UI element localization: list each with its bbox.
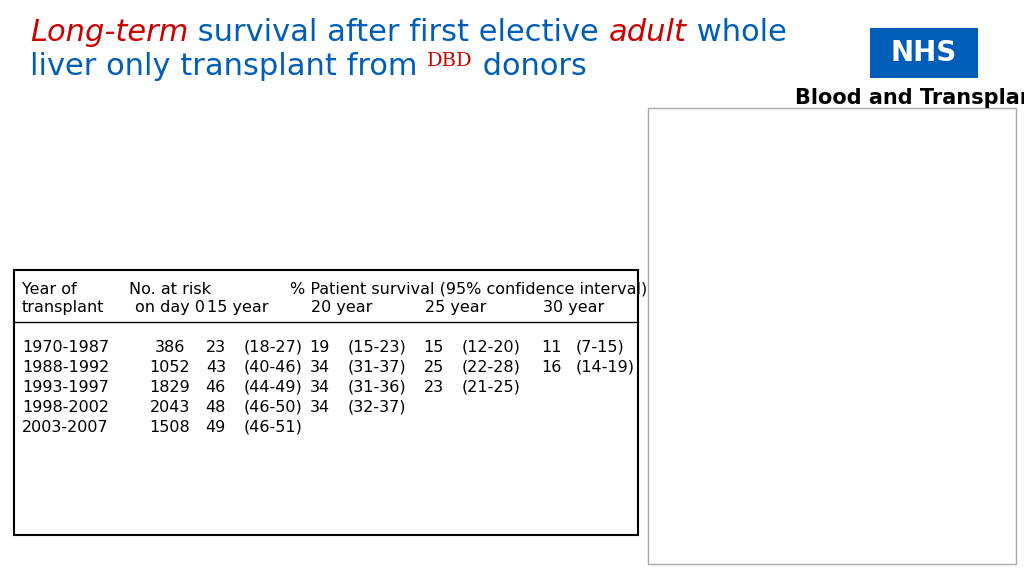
Text: (15-23): (15-23) (348, 340, 407, 355)
Text: (22-28): (22-28) (462, 360, 521, 375)
Text: (46-50): (46-50) (244, 400, 303, 415)
FancyBboxPatch shape (14, 270, 638, 535)
Text: 1508: 1508 (150, 420, 190, 435)
Text: liver only transplant from: liver only transplant from (30, 52, 427, 81)
Text: 34: 34 (310, 380, 330, 395)
Text: 15 year: 15 year (207, 300, 268, 315)
Text: (21-25): (21-25) (462, 380, 521, 395)
Text: 16: 16 (542, 360, 562, 375)
Text: (31-36): (31-36) (348, 380, 407, 395)
Text: 23: 23 (424, 380, 444, 395)
Text: 48: 48 (206, 400, 226, 415)
Text: (46-51): (46-51) (244, 420, 303, 435)
Text: (7-15): (7-15) (575, 340, 625, 355)
Text: 2003-2007: 2003-2007 (22, 420, 109, 435)
Text: 1993-1997: 1993-1997 (22, 380, 109, 395)
Text: (18-27): (18-27) (244, 340, 303, 355)
FancyBboxPatch shape (648, 108, 1016, 564)
Text: No. at risk: No. at risk (129, 282, 211, 297)
Text: 20 year: 20 year (311, 300, 373, 315)
Text: 25 year: 25 year (425, 300, 486, 315)
Text: 1988-1992: 1988-1992 (22, 360, 110, 375)
Text: 49: 49 (206, 420, 226, 435)
Text: Year of: Year of (22, 282, 77, 297)
Text: donors: donors (473, 52, 587, 81)
Text: 30 year: 30 year (544, 300, 604, 315)
Text: 1970-1987: 1970-1987 (22, 340, 110, 355)
Text: 19: 19 (309, 340, 330, 355)
Text: DBD: DBD (427, 52, 473, 70)
Text: (40-46): (40-46) (244, 360, 303, 375)
Text: 23: 23 (206, 340, 226, 355)
Text: 2043: 2043 (150, 400, 190, 415)
Text: 15: 15 (424, 340, 444, 355)
Text: 1829: 1829 (150, 380, 190, 395)
Text: 1052: 1052 (150, 360, 190, 375)
Text: 1998-2002: 1998-2002 (22, 400, 109, 415)
Text: (14-19): (14-19) (575, 360, 635, 375)
Text: Long-term: Long-term (30, 18, 188, 47)
Text: 46: 46 (206, 380, 226, 395)
Text: (44-49): (44-49) (244, 380, 303, 395)
Text: survival after first elective: survival after first elective (188, 18, 609, 47)
Text: 11: 11 (542, 340, 562, 355)
Text: transplant: transplant (22, 300, 104, 315)
FancyBboxPatch shape (870, 28, 978, 78)
Text: (31-37): (31-37) (348, 360, 407, 375)
Text: NHS: NHS (891, 39, 957, 67)
Text: 25: 25 (424, 360, 444, 375)
Text: Blood and Transplant: Blood and Transplant (796, 88, 1024, 108)
Text: 386: 386 (155, 340, 185, 355)
Text: (32-37): (32-37) (348, 400, 407, 415)
Text: adult: adult (609, 18, 687, 47)
Text: % Patient survival (95% confidence interval): % Patient survival (95% confidence inter… (290, 282, 647, 297)
Text: (12-20): (12-20) (462, 340, 521, 355)
Text: 34: 34 (310, 360, 330, 375)
Text: 43: 43 (206, 360, 226, 375)
Text: whole: whole (687, 18, 786, 47)
Text: 34: 34 (310, 400, 330, 415)
Text: on day 0: on day 0 (135, 300, 205, 315)
